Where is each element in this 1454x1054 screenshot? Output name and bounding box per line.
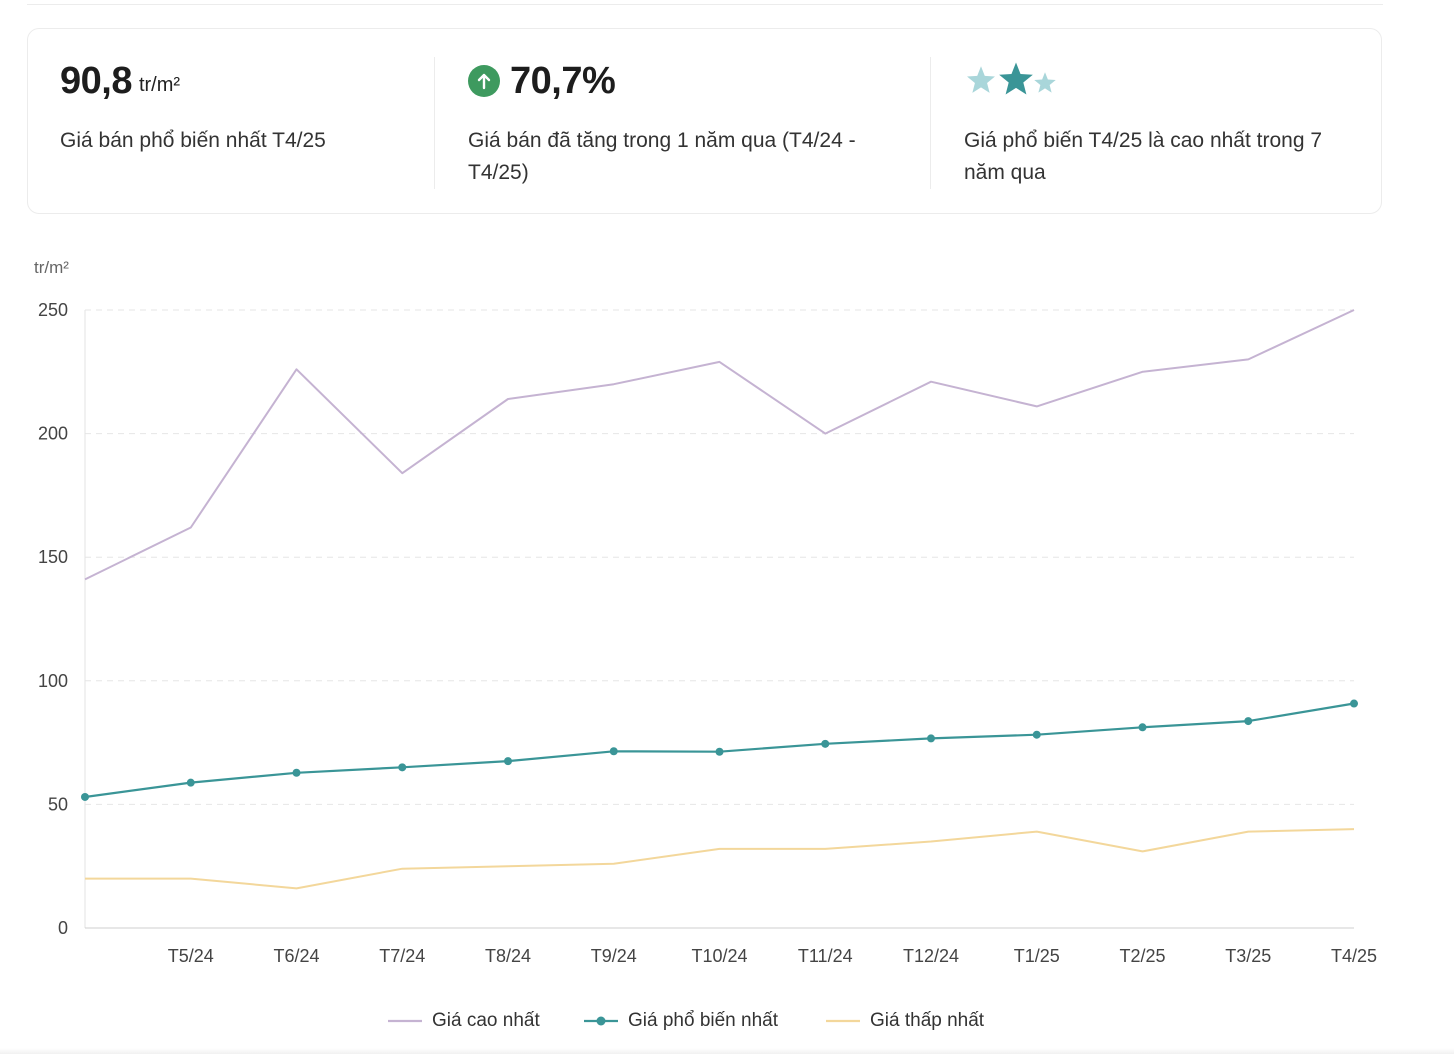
growth-description: Giá bán đã tăng trong 1 năm qua (T4/24 -… — [468, 129, 856, 184]
growth-stat: 70,7% Giá bán đã tăng trong 1 năm qua (T… — [468, 29, 908, 213]
legend-label: Giá cao nhất — [432, 1010, 540, 1031]
popular-price-head: 90,8 tr/m² — [60, 59, 180, 103]
growth-head: 70,7% — [468, 59, 616, 103]
y-tick-label: 50 — [48, 794, 68, 814]
x-tick-label: T3/25 — [1225, 946, 1271, 966]
data-point[interactable] — [504, 757, 512, 766]
series-line — [84, 309, 1355, 581]
stat-divider — [930, 57, 931, 189]
legend-swatch — [584, 1016, 618, 1026]
series-line — [85, 828, 1355, 890]
x-tick-label: T9/24 — [591, 946, 637, 966]
bottom-shadow — [0, 1048, 1454, 1054]
legend-swatch — [826, 1019, 860, 1023]
data-point[interactable] — [398, 763, 407, 772]
x-tick-label: T4/25 — [1331, 946, 1377, 966]
legend-item[interactable]: Giá phổ biến nhất — [584, 1005, 778, 1037]
y-tick-label: 150 — [38, 547, 68, 567]
star-icon — [999, 62, 1033, 95]
price-chart: tr/m² 0 50 100 150 200 250 T5/24 T6/24 T7/24 T8/24… — [0, 240, 1454, 980]
y-tick-label: 250 — [38, 300, 68, 320]
data-point[interactable] — [1138, 723, 1147, 732]
rating-description: Giá phổ biến T4/25 là cao nhất trong 7 n… — [964, 129, 1323, 184]
price-summary-card: 90,8 tr/m² Giá bán phổ biến nhất T4/25 7… — [27, 28, 1382, 214]
x-tick-label: T8/24 — [485, 946, 531, 966]
y-tick-label: 200 — [38, 424, 68, 444]
y-tick-label: 0 — [58, 918, 68, 938]
x-tick-label: T7/24 — [379, 946, 425, 966]
x-tick-label: T12/24 — [903, 946, 959, 966]
top-divider — [27, 4, 1383, 5]
data-point[interactable] — [609, 747, 618, 756]
star-rating — [964, 61, 1064, 101]
legend-label: Giá phổ biến nhất — [628, 1010, 779, 1031]
data-point[interactable] — [715, 747, 724, 756]
x-tick-label: T5/24 — [168, 946, 214, 966]
data-point[interactable] — [1350, 699, 1358, 708]
data-point[interactable] — [927, 734, 935, 743]
x-tick-label: T11/24 — [798, 946, 853, 966]
rating-stat: Giá phổ biến T4/25 là cao nhất trong 7 n… — [964, 29, 1364, 213]
popular-price-value: 90,8 — [60, 59, 132, 102]
legend-item[interactable]: Giá thấp nhất — [826, 1005, 984, 1037]
popular-price-description: Giá bán phổ biến nhất T4/25 — [60, 129, 326, 152]
data-point[interactable] — [81, 792, 89, 801]
data-point[interactable] — [1032, 730, 1041, 739]
x-tick-label: T10/24 — [691, 946, 747, 966]
chart-legend: Giá cao nhất Giá phổ biến nhất Giá thấp nh… — [0, 1005, 1454, 1037]
x-tick-label: T2/25 — [1119, 946, 1165, 966]
rating-head — [964, 59, 1064, 103]
x-tick-label: T6/24 — [273, 946, 319, 966]
y-axis-label: tr/m² — [34, 258, 69, 277]
star-icon — [1034, 72, 1056, 93]
x-tick-label: T1/25 — [1014, 946, 1060, 966]
data-point[interactable] — [292, 768, 301, 777]
y-tick-label: 100 — [38, 671, 68, 691]
legend-item[interactable]: Giá cao nhất — [388, 1005, 540, 1037]
popular-price-stat: 90,8 tr/m² Giá bán phổ biến nhất T4/25 — [60, 29, 430, 213]
arrow-up-icon — [468, 65, 500, 97]
price-line-chart: tr/m² 0 50 100 150 200 250 T5/24 T6/24 T7/24 T8/24… — [34, 258, 1377, 966]
star-icon — [967, 66, 995, 93]
data-point[interactable] — [1244, 717, 1253, 726]
growth-value: 70,7% — [510, 59, 616, 102]
data-point[interactable] — [821, 739, 830, 748]
data-point[interactable] — [186, 778, 195, 787]
stat-divider — [434, 57, 435, 189]
legend-swatch — [388, 1019, 422, 1023]
popular-price-unit: tr/m² — [138, 73, 181, 96]
legend-label: Giá thấp nhất — [870, 1010, 985, 1031]
